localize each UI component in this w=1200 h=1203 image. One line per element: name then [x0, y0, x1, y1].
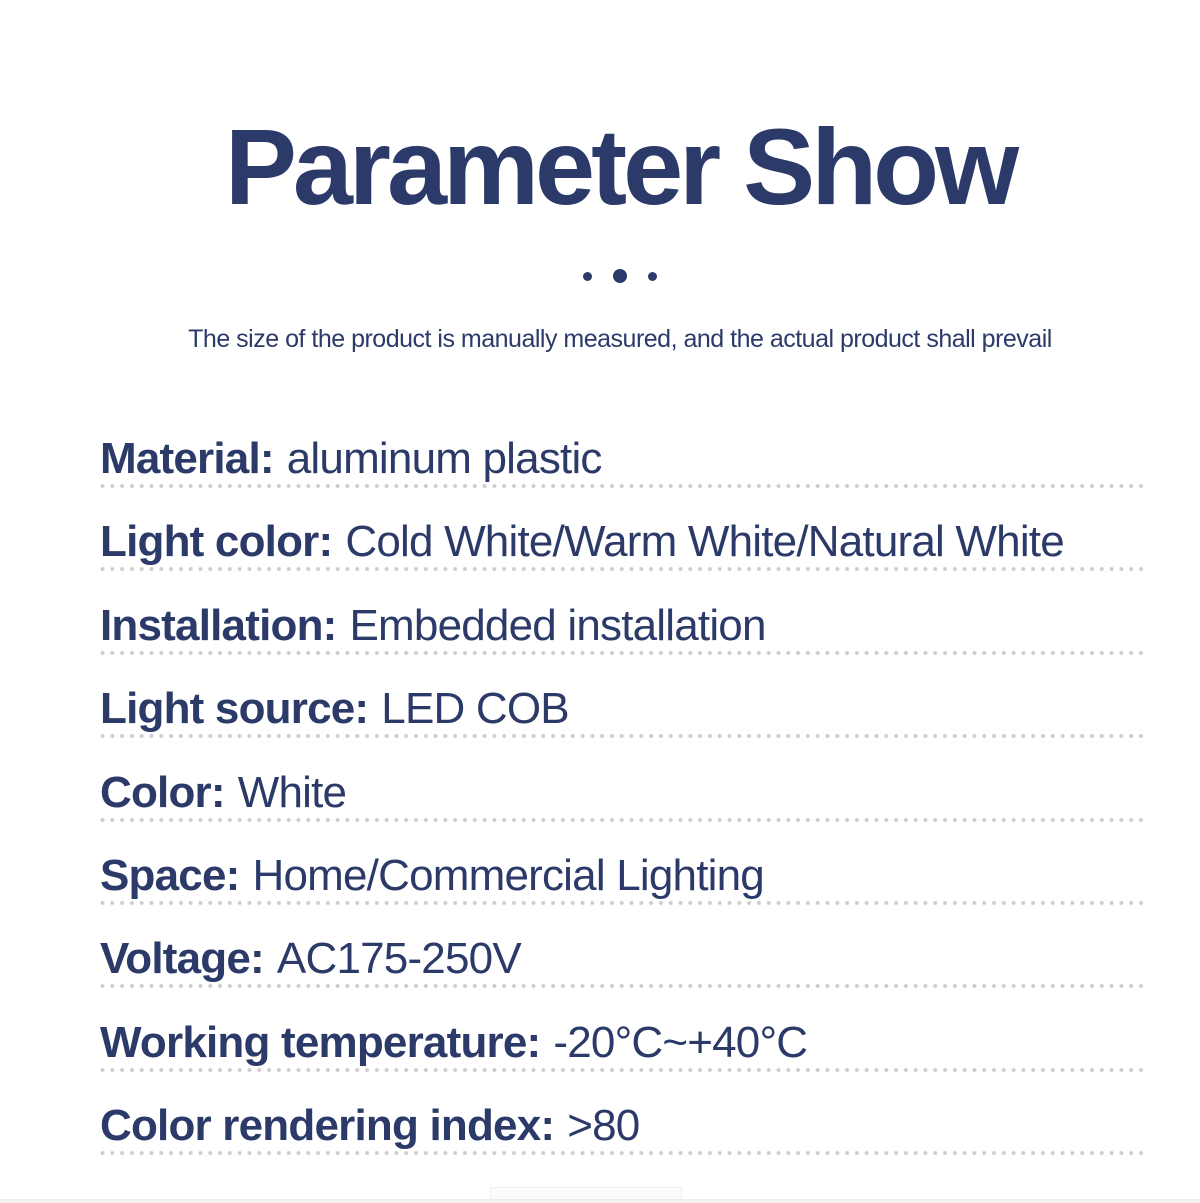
param-row-voltage: Voltage: AC175-250V: [100, 922, 1148, 1005]
param-value: AC175-250V: [276, 934, 522, 984]
param-label: Voltage:: [100, 934, 265, 984]
dotted-divider: [100, 483, 1148, 489]
param-value: LED COB: [381, 684, 569, 734]
param-row-color-rendering-index: Color rendering index: >80: [100, 1089, 1148, 1172]
param-label: Working temperature:: [100, 1017, 541, 1067]
dotted-divider: [100, 816, 1148, 823]
page-subtitle: The size of the product is manually meas…: [188, 325, 1052, 353]
dotted-divider: [100, 983, 1148, 990]
param-row-installation: Installation: Embedded installation: [100, 589, 1148, 672]
dotted-divider: [100, 1150, 1148, 1157]
dotted-divider: [100, 1066, 1148, 1073]
dot-icon: [648, 271, 657, 281]
param-row-light-source: Light source: LED COB: [100, 672, 1148, 755]
param-row-material: Material: aluminum plastic: [100, 422, 1148, 505]
param-line: Voltage: AC175-250V: [100, 928, 522, 984]
param-line: Light color: Cold White/Warm White/Natur…: [100, 511, 1065, 567]
next-section-edge: [0, 1199, 1200, 1203]
param-value: >80: [567, 1101, 640, 1151]
param-value: -20°C~+40°C: [553, 1017, 808, 1067]
param-label: Color rendering index:: [100, 1101, 555, 1151]
param-value: Home/Commercial Lighting: [252, 850, 765, 900]
param-value: Cold White/Warm White/Natural White: [345, 517, 1064, 567]
param-line: Installation: Embedded installation: [100, 595, 766, 647]
param-label: Light color:: [100, 517, 333, 567]
param-line: Space: Home/Commercial Lighting: [100, 845, 765, 900]
parameter-list: Material: aluminum plastic Light color: …: [100, 422, 1148, 1173]
param-label: Space:: [100, 850, 240, 900]
param-row-light-color: Light color: Cold White/Warm White/Natur…: [100, 505, 1148, 588]
param-line: Material: aluminum plastic: [100, 428, 603, 483]
param-label: Color:: [100, 767, 226, 817]
param-value: Embedded installation: [349, 600, 767, 650]
dotted-divider: [100, 733, 1148, 740]
dotted-divider: [100, 649, 1148, 656]
param-label: Installation:: [100, 600, 337, 650]
param-row-space: Space: Home/Commercial Lighting: [100, 839, 1148, 922]
param-line: Working temperature: -20°C~+40°C: [100, 1012, 808, 1067]
param-line: Color: White: [100, 762, 347, 817]
param-line: Light source: LED COB: [100, 678, 570, 734]
param-value: White: [237, 767, 347, 817]
param-label: Material:: [100, 434, 275, 483]
param-row-working-temperature: Working temperature: -20°C~+40°C: [100, 1006, 1148, 1089]
ellipsis-dots-icon: [0, 263, 1200, 289]
dot-icon: [583, 271, 592, 281]
param-line: Color rendering index: >80: [100, 1095, 640, 1151]
param-row-color: Color: White: [100, 756, 1148, 839]
dotted-divider: [100, 899, 1148, 906]
param-label: Light source:: [100, 684, 369, 734]
dot-icon: [613, 269, 627, 283]
dotted-divider: [100, 566, 1148, 573]
param-value: aluminum plastic: [286, 434, 603, 483]
page-title: Parameter Show: [224, 106, 1019, 227]
